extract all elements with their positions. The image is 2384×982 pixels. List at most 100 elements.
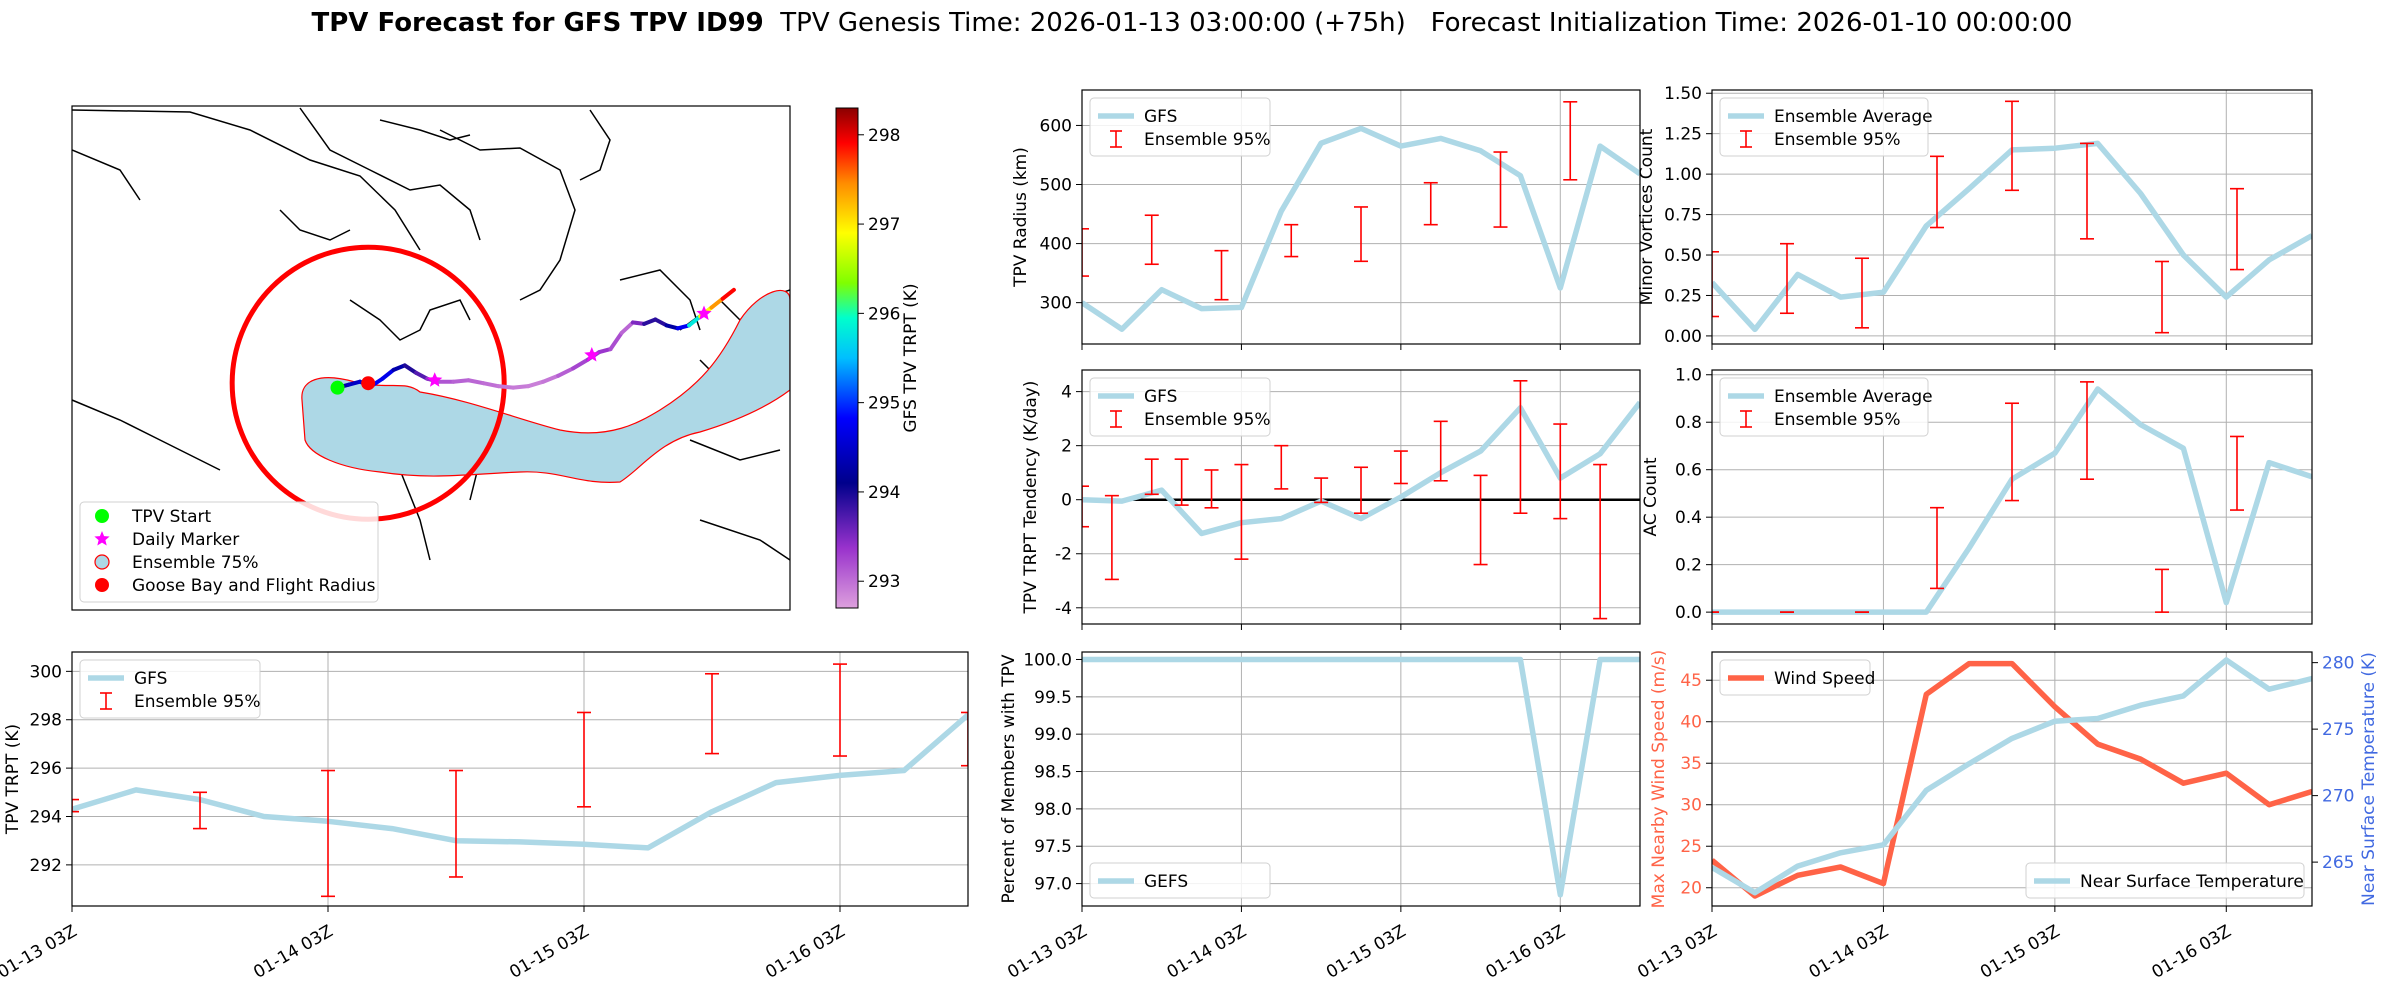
xtick-label: 01-14 03Z	[1806, 921, 1892, 982]
y2tick-label: 275	[2322, 720, 2354, 740]
legend-box	[1089, 97, 1271, 157]
ytick-label: 20	[1680, 879, 1702, 899]
errorbar-5	[2080, 142, 2094, 240]
ytick-label: 296	[30, 759, 62, 779]
map-frame	[71, 105, 791, 611]
y-axis-label: Minor Vortices Count	[1637, 128, 1657, 305]
legend-box	[1719, 97, 1929, 157]
errorbar-7	[2230, 187, 2244, 271]
ytick-label: 300	[1040, 294, 1072, 314]
ytick-label: 600	[1040, 116, 1072, 136]
errorbar-7	[1563, 101, 1578, 181]
legend: Near Surface Temperature	[2025, 862, 2305, 899]
xtick-label: 01-15 03Z	[506, 921, 592, 982]
errorbar-4	[577, 711, 591, 808]
y-axis-label: TPV Radius (km)	[1011, 147, 1031, 288]
track-segment	[556, 366, 576, 378]
axes-frame	[1081, 369, 1641, 625]
axes-frame	[1711, 89, 2313, 345]
errorbar-6	[1493, 151, 1508, 228]
ytick-label: 0.75	[1664, 206, 1702, 226]
errorbar-5	[2080, 381, 2094, 480]
coastline-11	[689, 439, 781, 461]
errorbar-1	[1780, 242, 1794, 315]
ytick-label: 300	[30, 662, 62, 682]
errorbar-3	[1174, 458, 1189, 506]
track-segment	[541, 373, 561, 384]
legend-box	[79, 501, 379, 603]
ytick-label: 35	[1680, 754, 1702, 774]
y2tick-label: 270	[2322, 787, 2354, 807]
legend-label: Goose Bay and Flight Radius	[132, 576, 376, 596]
ytick-label: 1.0	[1675, 366, 1702, 386]
legend-label: TPV Start	[131, 507, 212, 527]
errorbar-2	[1855, 257, 1869, 329]
ytick-label: 97.0	[1034, 875, 1072, 895]
ytick-label: 400	[1040, 235, 1072, 255]
plot-area	[1712, 381, 2312, 615]
legend-label: GFS	[1144, 107, 1177, 127]
errorbar-1	[1104, 494, 1119, 581]
legend: GFS Ensemble 95%	[79, 659, 261, 719]
track-segment	[642, 317, 658, 326]
ytick-label: 4	[1061, 383, 1072, 403]
ytick-label: 0.6	[1675, 461, 1702, 481]
xtick-label: 01-15 03Z	[1977, 921, 2063, 982]
ytick-label: 298	[30, 711, 62, 731]
errorbar-10	[1433, 420, 1448, 482]
track-segment	[608, 330, 624, 352]
xtick-label: 01-14 03Z	[250, 921, 336, 982]
legend-box	[2025, 862, 2305, 899]
errorbar-6	[833, 663, 847, 757]
series-line-0	[1082, 656, 1640, 898]
coastline-1	[72, 149, 141, 201]
track-segment	[414, 370, 430, 381]
ytick-label: 1.00	[1664, 165, 1702, 185]
axes-frame	[1711, 369, 2313, 625]
legend: GFS Ensemble 95%	[1089, 377, 1271, 437]
legend-box	[1089, 377, 1271, 437]
legend-box	[79, 659, 261, 719]
daily-marker	[584, 347, 600, 362]
xtick-label: 01-13 03Z	[0, 921, 81, 982]
map-legend: TPV Start Daily Marker Ensemble 75% Goose B…	[79, 501, 379, 603]
colorbar-tick-label: 293	[868, 572, 900, 592]
daily-marker	[696, 305, 712, 320]
legend-label: GEFS	[1144, 872, 1188, 892]
legend-star-icon	[94, 531, 110, 546]
legend-envelope-icon	[94, 554, 110, 570]
ytick-label: 294	[30, 807, 62, 827]
track-segment	[451, 378, 471, 384]
y-axis-label: AC Count	[1641, 457, 1661, 536]
errorbar-0	[72, 798, 79, 813]
ytick-label: 30	[1680, 796, 1702, 816]
errorbar-1	[1144, 214, 1159, 266]
errorbar-6	[2155, 568, 2169, 613]
errorbar-2	[1144, 458, 1159, 496]
map-panel: TPV Start Daily Marker Ensemble 75% Goose B…	[71, 105, 921, 611]
xtick-label: 01-16 03Z	[762, 921, 848, 982]
colorbar-tick-label: 297	[868, 215, 900, 235]
legend: GFS Ensemble 95%	[1089, 97, 1271, 157]
axes-frame	[1081, 89, 1641, 345]
errorbar-6	[2155, 260, 2169, 334]
plot-area	[1082, 101, 1640, 332]
ytick-label: 25	[1680, 837, 1702, 857]
legend-label: Ensemble Average	[1774, 387, 1933, 407]
ytick-label: 292	[30, 856, 62, 876]
legend-box	[1719, 377, 1929, 437]
errorbar-4	[2005, 100, 2019, 192]
errorbar-5	[705, 672, 719, 755]
y2-axis-label: Near Surface Temperature (K)	[2359, 652, 2379, 906]
y2tick-label: 265	[2322, 853, 2354, 873]
plot-area	[1712, 657, 2312, 899]
errorbar-0	[1712, 250, 1719, 318]
legend-label: GFS	[134, 669, 167, 689]
y-axis-label: Max Nearby Wind Speed (m/s)	[1649, 650, 1669, 909]
y-axis-label: TPV TRPT Tendency (K/day)	[1021, 381, 1041, 615]
panel-trpt: 292 294 296 298 300 01-13 03Z 01-14 03Z 01-15 0…	[0, 651, 969, 982]
errorbar-9	[1393, 450, 1408, 485]
ytick-label: 0.50	[1664, 246, 1702, 266]
errorbar-4	[1354, 206, 1368, 263]
legend-box	[1719, 659, 1871, 696]
